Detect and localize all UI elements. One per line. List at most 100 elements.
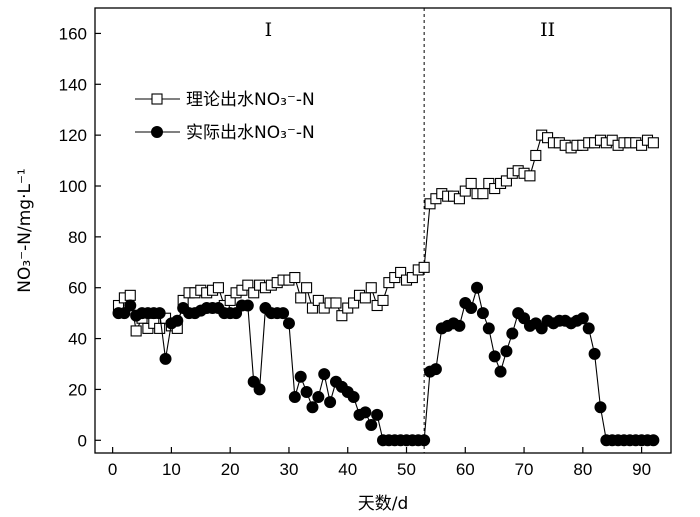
y-tick-label: 120 [59, 126, 87, 145]
y-tick-label: 40 [68, 330, 87, 349]
data-point [576, 312, 589, 325]
data-point [289, 271, 301, 284]
data-point [647, 137, 659, 149]
data-point [306, 302, 319, 314]
data-point [282, 317, 295, 330]
data-point [506, 327, 519, 340]
data-point [300, 385, 313, 398]
data-point [482, 322, 495, 335]
x-tick-label: 70 [515, 460, 534, 479]
data-point [524, 170, 536, 182]
x-tick-label: 80 [573, 460, 592, 479]
x-tick-label: 0 [108, 460, 117, 479]
y-tick-label: 0 [78, 431, 87, 450]
data-point [312, 391, 325, 404]
data-point [530, 149, 542, 162]
series-layer [112, 129, 660, 447]
data-point [477, 188, 489, 200]
data-point [365, 419, 378, 432]
x-tick-label: 10 [162, 460, 181, 479]
y-tick-label: 100 [59, 177, 87, 196]
phase-label: I [265, 19, 273, 41]
x-tick-label: 40 [338, 460, 357, 479]
data-point [318, 368, 331, 381]
y-tick-label: 20 [68, 380, 87, 399]
data-point [453, 319, 466, 332]
phase-labels: I II [265, 19, 555, 41]
data-point [154, 322, 166, 334]
data-point [242, 279, 254, 291]
data-point [301, 282, 313, 294]
data-point [348, 297, 360, 309]
data-point [130, 325, 142, 337]
x-axis: 0 10 20 30 40 50 60 70 80 90 [108, 447, 651, 479]
data-point [594, 401, 607, 414]
data-point [418, 261, 430, 273]
data-point [159, 352, 172, 365]
data-point [406, 271, 418, 284]
data-point [253, 383, 266, 396]
data-point [647, 434, 660, 447]
data-point [306, 401, 319, 414]
data-point [347, 391, 360, 404]
data-point [277, 307, 290, 320]
data-point [582, 322, 595, 335]
plot-border [94, 7, 672, 454]
x-tick-label: 30 [279, 460, 298, 479]
data-point [476, 307, 489, 320]
data-point [224, 294, 236, 306]
y-tick-label: 60 [68, 279, 87, 298]
data-point [465, 302, 478, 315]
data-point [453, 193, 465, 205]
data-point [336, 310, 348, 322]
y-tick-label: 160 [59, 24, 87, 43]
y-axis-title: NO₃⁻-N/mg·L⁻¹ [15, 168, 35, 292]
data-point [365, 282, 377, 294]
data-point [459, 185, 471, 197]
data-point [465, 177, 477, 190]
legend-item: 理论出水NO₃⁻-N [135, 90, 315, 110]
data-point [241, 299, 254, 312]
data-point [418, 434, 431, 447]
data-point [500, 345, 513, 358]
x-tick-label: 60 [456, 460, 475, 479]
legend-label: 实际出水NO₃⁻-N [186, 123, 315, 143]
data-point [395, 266, 407, 279]
x-tick-label: 20 [221, 460, 240, 479]
data-point [377, 294, 389, 306]
data-point [153, 307, 166, 320]
legend-marker [151, 93, 163, 105]
data-point [429, 363, 442, 376]
data-point [171, 314, 184, 327]
legend-item: 实际出水NO₃⁻-N [135, 123, 315, 143]
plot-frame [94, 7, 672, 454]
data-point [288, 391, 301, 404]
phase-label: II [540, 19, 555, 41]
data-point [359, 406, 372, 419]
data-point [371, 408, 384, 421]
data-point [248, 287, 260, 299]
data-point [588, 347, 601, 360]
data-point [488, 350, 501, 363]
y-tick-label: 140 [59, 75, 87, 94]
x-tick-label: 90 [632, 460, 651, 479]
series-actual [112, 281, 660, 447]
data-point [294, 370, 307, 383]
y-tick-label: 80 [68, 228, 87, 247]
data-point [312, 294, 324, 306]
data-point [471, 281, 484, 294]
series-theoretical [112, 129, 659, 337]
x-tick-label: 50 [397, 460, 416, 479]
data-point [124, 299, 137, 312]
data-point [124, 289, 136, 301]
data-point [295, 292, 307, 304]
data-point [359, 292, 371, 304]
legend: 理论出水NO₃⁻-N 实际出水NO₃⁻-N [135, 90, 315, 143]
data-point [212, 282, 224, 294]
legend-marker [151, 126, 163, 138]
data-point [494, 365, 507, 378]
legend-label: 理论出水NO₃⁻-N [186, 90, 315, 110]
x-axis-title: 天数/d [358, 494, 409, 514]
data-point [324, 396, 337, 409]
